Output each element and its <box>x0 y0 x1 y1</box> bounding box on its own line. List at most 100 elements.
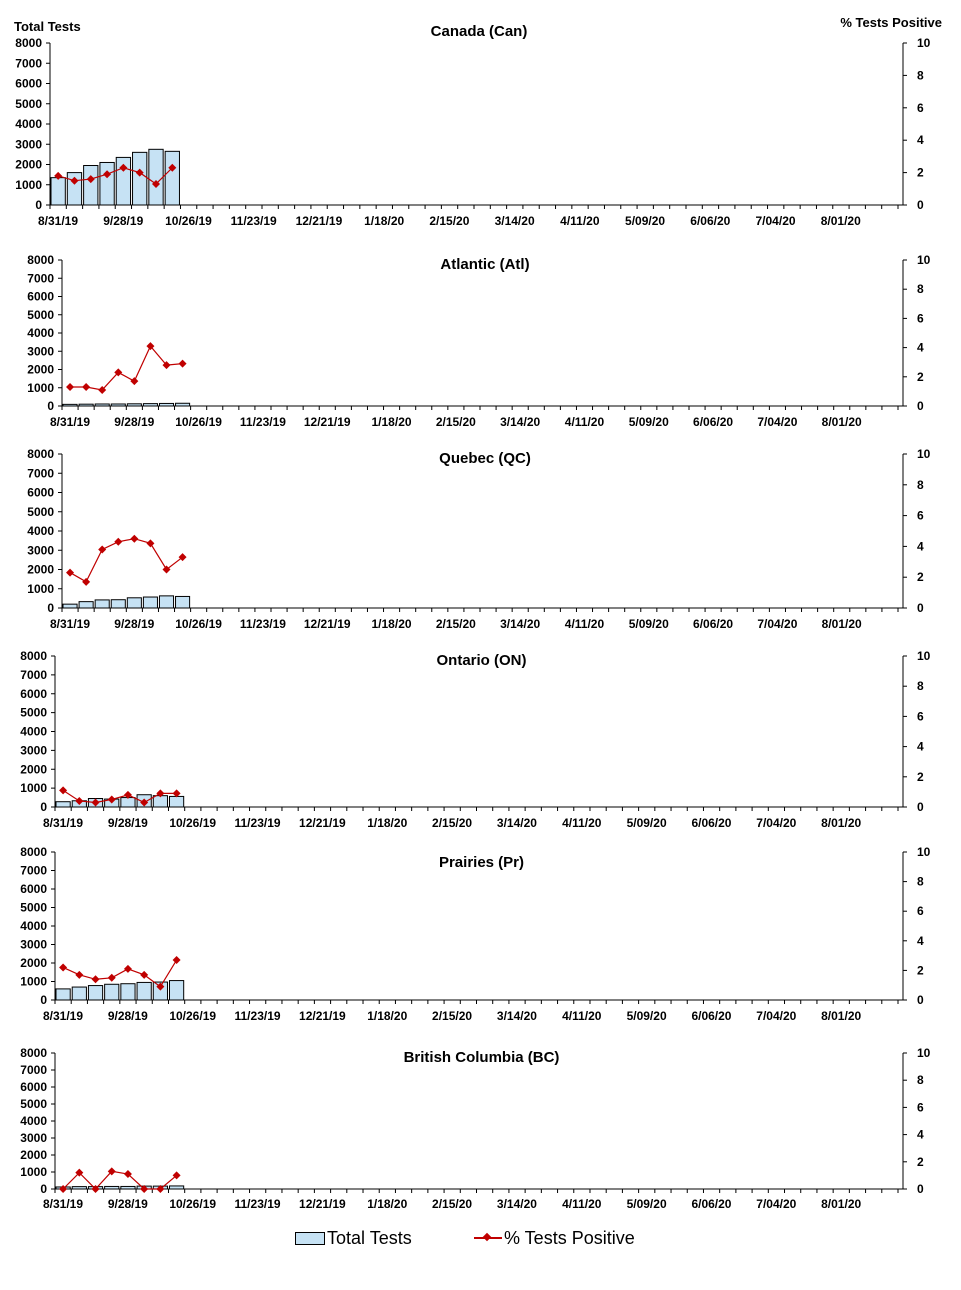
x-tick-label: 7/04/20 <box>756 1197 796 1211</box>
x-tick-label: 12/21/19 <box>299 1009 346 1023</box>
x-tick-label: 10/26/19 <box>175 415 222 429</box>
pct-positive-marker <box>75 970 84 979</box>
pct-positive-marker <box>107 1167 116 1176</box>
pct-positive-marker <box>66 568 75 577</box>
x-tick-label: 7/04/20 <box>757 415 797 429</box>
pct-positive-marker <box>119 163 128 172</box>
x-tick-label: 5/09/20 <box>629 415 669 429</box>
x-tick-label: 12/21/19 <box>299 1197 346 1211</box>
pct-positive-marker <box>178 553 187 562</box>
x-tick-label: 3/14/20 <box>500 617 540 631</box>
x-tick-label: 7/04/20 <box>756 816 796 830</box>
pct-positive-marker <box>91 1185 100 1193</box>
right-tick-label: 8 <box>917 282 924 296</box>
left-tick-label: 3000 <box>20 938 47 952</box>
x-tick-label: 1/18/20 <box>367 1197 407 1211</box>
pct-positive-line <box>69 538 183 583</box>
pct-positive-marker <box>59 1185 68 1193</box>
pct-positive-marker <box>91 975 100 984</box>
pct-positive-marker <box>82 577 91 586</box>
x-tick-label: 6/06/20 <box>693 415 733 429</box>
left-tick-label: 5000 <box>20 901 47 915</box>
pct-positive-marker <box>152 179 160 188</box>
left-tick-label: 1000 <box>27 582 54 596</box>
right-tick-label: 4 <box>917 1128 924 1142</box>
x-tick-label: 9/28/19 <box>103 214 143 228</box>
x-tick-label: 5/09/20 <box>629 617 669 631</box>
chart-title: Canada (Can) <box>431 23 528 40</box>
total-tests-bar <box>168 980 185 1001</box>
x-tick-label: 11/23/19 <box>235 1009 281 1023</box>
left-tick-label: 0 <box>40 800 47 814</box>
x-tick-label: 1/18/20 <box>364 214 404 228</box>
pct-positive-marker <box>162 565 171 574</box>
left-tick-label: 0 <box>40 1182 47 1196</box>
left-tick-label: 7000 <box>15 56 42 70</box>
pct-positive-marker <box>70 176 79 185</box>
pct-positive-marker <box>156 982 165 991</box>
left-tick-label: 2000 <box>20 1148 47 1162</box>
pct-positive-marker <box>107 795 116 804</box>
chart-panel: British Columbia (BC) 8/31/19 9/28/19 10/26… <box>20 1046 930 1211</box>
chart-title: Atlantic (Atl) <box>440 256 529 273</box>
x-tick-label: 8/01/20 <box>822 617 862 631</box>
x-tick-label: 8/01/20 <box>822 415 862 429</box>
pct-positive-marker <box>59 786 68 795</box>
pct-positive-marker <box>156 1185 165 1193</box>
pct-positive-marker <box>135 168 144 177</box>
x-tick-label: 12/21/19 <box>296 214 343 228</box>
pct-positive-marker <box>114 368 123 377</box>
legend-line-swatch <box>474 1231 502 1245</box>
pct-positive-marker <box>172 1171 181 1180</box>
chart-panel: Canada (Can) 8/31/19 9/28/19 10/26/19 11/23/… <box>15 23 930 228</box>
chart-title: Ontario (ON) <box>437 652 527 669</box>
right-axis-title: % Tests Positive <box>840 15 942 30</box>
total-tests-bar <box>55 801 71 808</box>
right-tick-label: 10 <box>917 36 931 50</box>
left-tick-label: 6000 <box>27 290 54 304</box>
right-tick-label: 10 <box>917 253 931 267</box>
pct-positive-marker <box>75 796 84 805</box>
right-tick-label: 2 <box>917 370 924 384</box>
right-tick-label: 10 <box>917 447 931 461</box>
left-tick-label: 2000 <box>27 563 54 577</box>
right-tick-label: 6 <box>917 1100 924 1114</box>
right-tick-label: 0 <box>917 1182 924 1196</box>
pct-positive-marker <box>140 970 149 979</box>
x-tick-label: 10/26/19 <box>169 1009 216 1023</box>
x-tick-label: 8/31/19 <box>50 617 90 631</box>
right-tick-label: 0 <box>917 601 924 615</box>
legend-item-pct-positive: % Tests Positive <box>474 1224 635 1252</box>
left-tick-label: 2000 <box>20 956 47 970</box>
left-tick-label: 7000 <box>27 271 54 285</box>
chart-panel: Quebec (QC) 8/31/19 9/28/19 10/26/19 11/23/1… <box>27 447 930 631</box>
total-tests-bar <box>110 599 126 609</box>
left-tick-label: 5000 <box>20 706 47 720</box>
x-tick-label: 6/06/20 <box>691 1197 731 1211</box>
pct-positive-marker <box>156 789 165 798</box>
total-tests-bar <box>158 595 175 609</box>
left-tick-label: 1000 <box>20 975 47 989</box>
pct-positive-marker <box>123 964 132 973</box>
x-tick-label: 10/26/19 <box>169 1197 216 1211</box>
x-tick-label: 8/31/19 <box>43 1009 83 1023</box>
x-tick-label: 11/23/19 <box>240 415 286 429</box>
right-tick-label: 10 <box>917 649 931 663</box>
left-tick-label: 7000 <box>20 668 47 682</box>
left-tick-label: 3000 <box>20 1131 47 1145</box>
total-tests-bar <box>99 161 115 206</box>
right-tick-label: 0 <box>917 198 924 212</box>
x-tick-label: 4/11/20 <box>560 214 600 228</box>
total-tests-bar <box>120 797 136 808</box>
left-tick-label: 4000 <box>20 919 47 933</box>
total-tests-bar <box>136 981 152 1001</box>
left-tick-label: 6000 <box>20 1080 47 1094</box>
left-tick-label: 6000 <box>15 77 42 91</box>
right-tick-label: 4 <box>917 341 924 355</box>
total-tests-bar <box>55 988 71 1001</box>
x-tick-label: 6/06/20 <box>693 617 733 631</box>
right-tick-label: 2 <box>917 1155 924 1169</box>
x-tick-label: 2/15/20 <box>436 617 476 631</box>
pct-positive-marker <box>91 798 100 807</box>
